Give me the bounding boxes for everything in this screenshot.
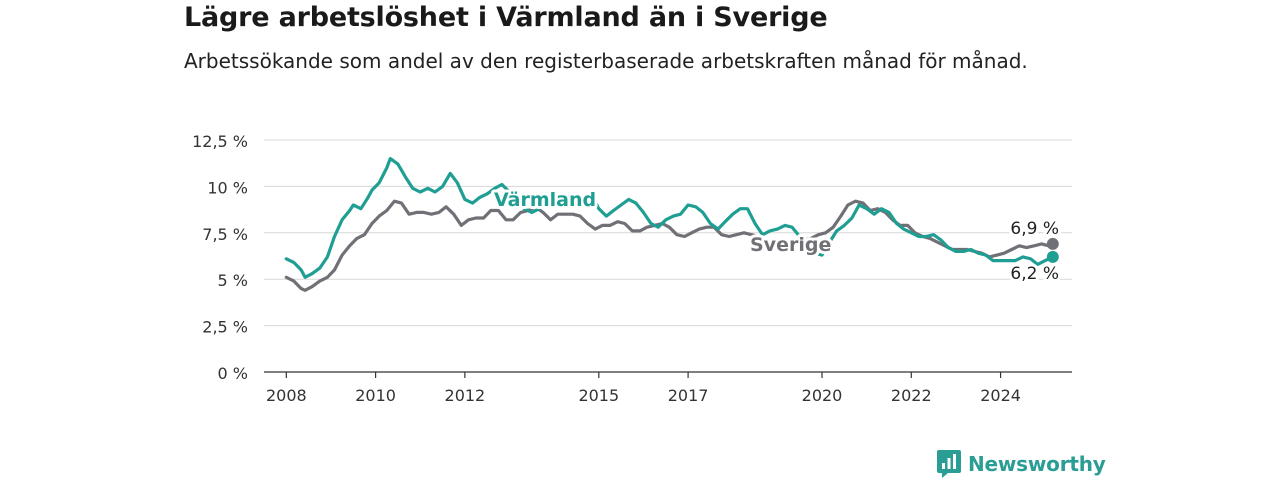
series-label-sverige-halo: Sverige [750,234,831,256]
newsworthy-logo[interactable]: Newsworthy [936,449,1106,479]
end-value-label-sverige-halo: 6,9 % [1010,219,1059,239]
series-line-varmland [284,157,1055,279]
y-tick-label: 0 % [218,364,248,383]
newsworthy-logo-icon [937,450,961,478]
x-tick-label: 2024 [980,386,1021,405]
brand-name: Newsworthy [968,452,1106,476]
series-label-varmland: Värmland [494,189,596,211]
x-tick-label: 2017 [668,386,709,405]
x-tick-label: 2020 [802,386,843,405]
x-axis: 2008 2010 2012 2015 2017 2020 2022 2024 [264,371,1072,405]
series-label-sverige: Sverige [750,234,831,256]
x-tick-label: 2022 [891,386,932,405]
end-value-label-varmland: 6,2 % [1010,264,1059,284]
series-label-varmland-halo: Värmland [494,189,596,211]
chart-gridlines [264,139,1072,327]
y-tick-label: 5 % [218,271,248,290]
y-tick-label: 7,5 % [202,225,248,244]
page-subtitle: Arbetssökande som andel av den registerb… [184,49,1028,73]
page-title: Lägre arbetslöshet i Värmland än i Sveri… [184,2,828,33]
series-end-point-varmland [1046,250,1059,263]
line-chart: 0 %2,5 %5 %7,5 %10 %12,5 % 2008 2010 2012 2… [192,132,1072,405]
y-axis: 0 % 2,5 % 5 % 7,5 % 10 % 12,5 % [192,132,248,383]
series-end-point-sverige [1046,237,1059,250]
y-tick-label: 10 % [207,178,248,197]
chart-series [284,157,1059,292]
end-value-label-sverige: 6,9 % [1010,219,1059,239]
x-tick-label: 2012 [445,386,486,405]
series-line-sverige [284,199,1055,292]
x-tick-label: 2010 [355,386,396,405]
y-tick-label: 2,5 % [202,318,248,337]
x-tick-label: 2008 [266,386,307,405]
end-value-label-varmland-halo: 6,2 % [1010,264,1059,284]
y-tick-label: 12,5 % [192,132,248,151]
x-tick-label: 2015 [578,386,619,405]
